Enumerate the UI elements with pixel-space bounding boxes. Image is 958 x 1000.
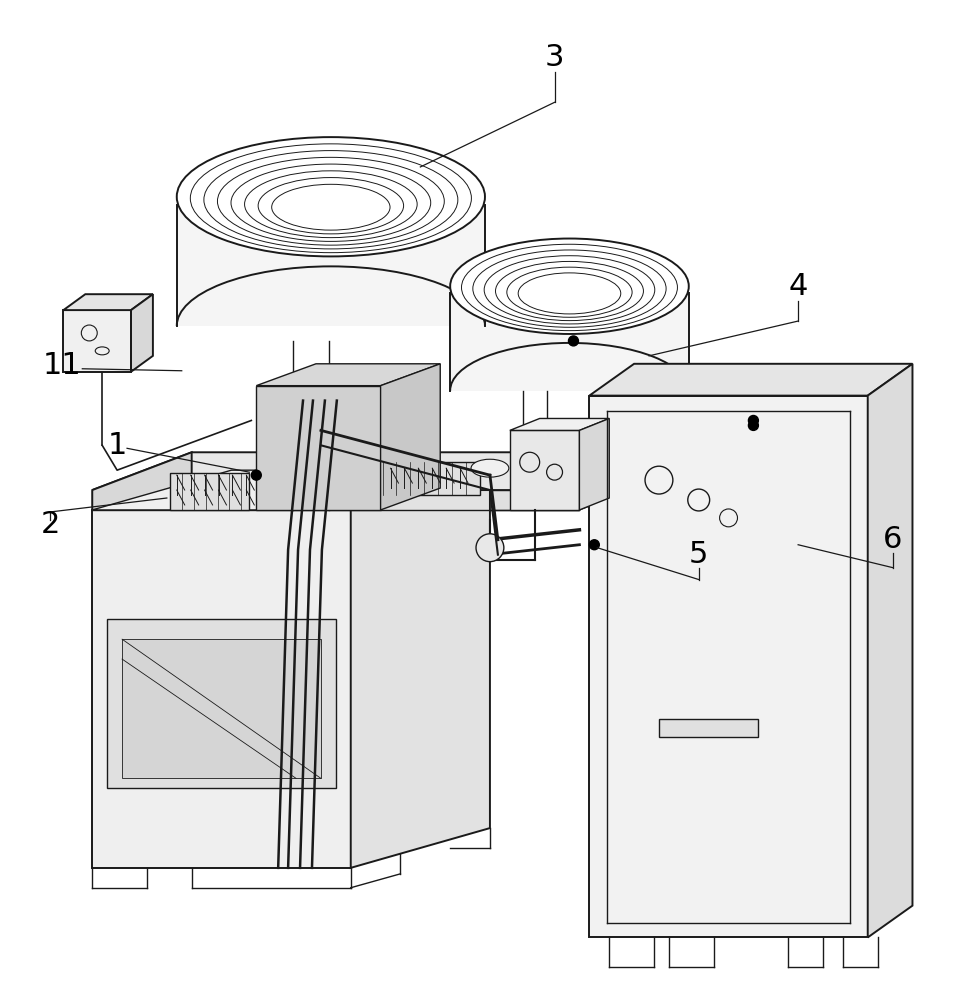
Polygon shape [450,293,689,391]
Polygon shape [589,364,912,396]
Polygon shape [177,205,485,326]
Ellipse shape [471,459,509,477]
Polygon shape [170,473,249,510]
Ellipse shape [177,137,485,256]
Ellipse shape [450,239,689,334]
Polygon shape [868,364,912,937]
Circle shape [476,534,504,562]
Polygon shape [659,719,759,737]
Polygon shape [92,510,351,868]
Polygon shape [131,294,153,372]
Circle shape [748,420,759,430]
Text: 3: 3 [545,43,564,72]
Polygon shape [257,364,441,386]
Polygon shape [380,364,441,510]
Polygon shape [382,462,480,495]
Text: 2: 2 [41,510,60,539]
Circle shape [251,470,262,480]
Text: 6: 6 [883,525,902,554]
Polygon shape [510,430,580,510]
Circle shape [748,415,759,425]
Polygon shape [589,396,868,937]
Polygon shape [92,470,490,510]
Circle shape [589,540,600,550]
Polygon shape [580,418,609,510]
Polygon shape [257,386,380,510]
Polygon shape [92,452,192,510]
Polygon shape [92,490,580,510]
Polygon shape [122,639,321,778]
Text: 1: 1 [107,431,126,460]
Circle shape [568,336,579,346]
Polygon shape [107,619,336,788]
Text: 11: 11 [43,351,81,380]
Polygon shape [510,418,609,430]
Text: 5: 5 [689,540,708,569]
Polygon shape [351,470,490,868]
Text: 4: 4 [788,272,808,301]
Polygon shape [92,452,679,490]
Polygon shape [63,310,131,372]
Polygon shape [63,294,153,310]
